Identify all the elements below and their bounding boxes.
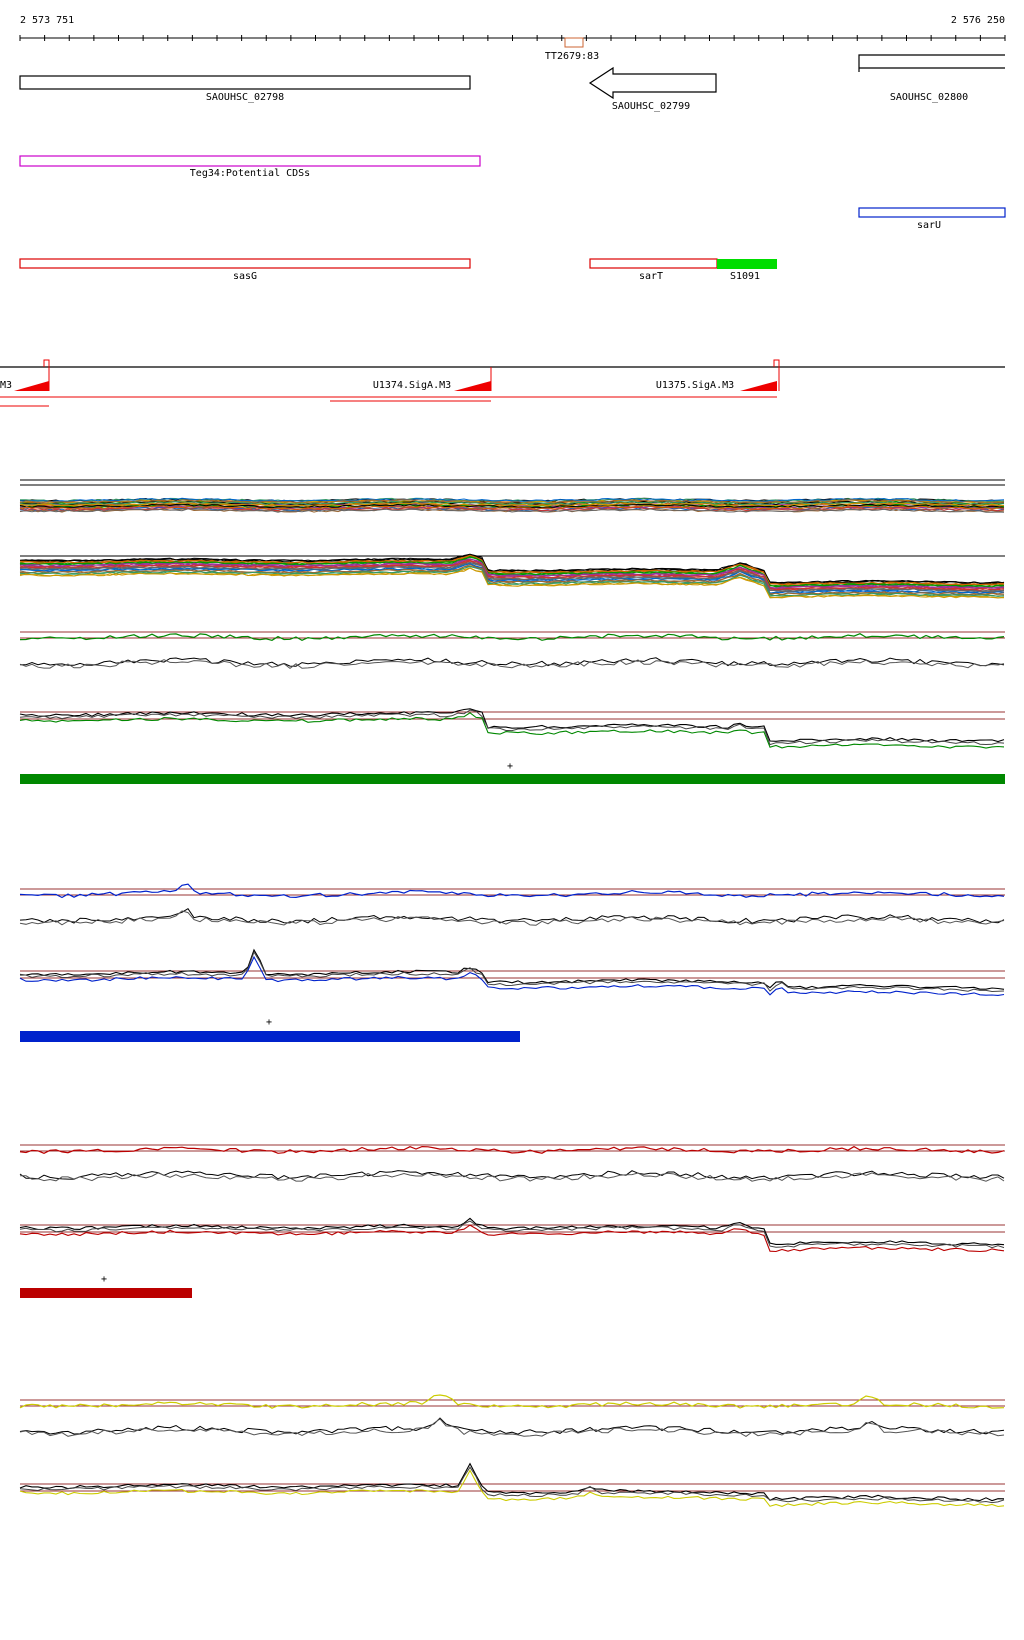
- expression-profile-line: [19, 1224, 1005, 1253]
- feature-s1091-label: S1091: [730, 271, 760, 282]
- multi-track-line: [19, 558, 1005, 589]
- expression-profile-line: [19, 708, 1005, 743]
- promoter-triangle-u1375[interactable]: [740, 381, 777, 391]
- condition-red-bar[interactable]: [20, 1288, 192, 1298]
- multi-track-line: [19, 567, 1004, 599]
- multi-track-line: [19, 508, 1005, 513]
- multi-track-line: [19, 560, 1005, 591]
- multi-track-line: [19, 497, 1005, 503]
- condition-panel-green: +: [19, 631, 1005, 784]
- expression-profile-line: [19, 659, 1005, 670]
- ruler-marker: [564, 37, 584, 48]
- expression-profile-line: [19, 1170, 1005, 1180]
- expression-profile-line: [19, 633, 1005, 641]
- expression-profile-line: [19, 709, 1005, 746]
- feature-teg34-label: Teg34:Potential CDSs: [190, 168, 310, 179]
- expression-profile-line: [20, 1172, 1005, 1182]
- multi-track-line: [19, 554, 1005, 586]
- feature-s1091[interactable]: [717, 259, 777, 269]
- multi-bottom-lines: [19, 553, 1005, 599]
- promoter-flag-u1375: [773, 359, 780, 391]
- gene-saouhsc-02798[interactable]: [19, 75, 471, 90]
- promoter-triangle-u1374[interactable]: [454, 381, 491, 391]
- expression-profile-line: [19, 1145, 1005, 1154]
- ruler-start-label: 2 573 751: [20, 15, 74, 26]
- promoter-left-label: M3: [0, 380, 12, 391]
- feature-sasg[interactable]: [19, 258, 471, 269]
- condition-green-profile-b: [19, 708, 1005, 749]
- expression-profile-line: [19, 1469, 1005, 1508]
- promoter-u1375-label: U1375.SigA.M3: [656, 380, 734, 391]
- condition-red-profile-b: [19, 1217, 1005, 1253]
- expression-profile-line: [19, 1220, 1005, 1249]
- multi-expression-track-bottom: [19, 553, 1005, 599]
- feature-sart-label: sarT: [639, 271, 663, 282]
- feature-sart[interactable]: [589, 258, 718, 269]
- feature-sasg-label: sasG: [233, 271, 257, 282]
- promoter-track: M3 U1374.SigA.M3 U1375.SigA.M3: [0, 359, 1005, 407]
- condition-red-profile-a: [19, 1144, 1005, 1182]
- condition-yellow-profile-b: [19, 1462, 1005, 1508]
- multi-track-line: [19, 558, 1005, 590]
- gene-saouhsc-02799-label: SAOUHSC_02799: [612, 101, 690, 112]
- gene-saouhsc-02798-label: SAOUHSC_02798: [206, 92, 284, 103]
- condition-yellow-profile-a: [19, 1394, 1005, 1437]
- promoter-triangle-left[interactable]: [14, 381, 49, 391]
- multi-track-line: [19, 508, 1005, 513]
- annotation-tracks: Teg34:Potential CDSs sarU sasG sarT S109…: [19, 155, 1006, 282]
- multi-track-line: [19, 503, 1005, 509]
- ruler-ticks: [19, 35, 1006, 41]
- expression-profile-line: [19, 955, 1005, 996]
- promoter-flag-left: [43, 359, 50, 391]
- expression-profile-line: [19, 1417, 1005, 1435]
- feature-saru[interactable]: [858, 207, 1006, 218]
- expression-profile-line: [19, 712, 1005, 749]
- ruler-end-label: 2 576 250: [951, 15, 1005, 26]
- feature-saru-label: sarU: [917, 220, 941, 231]
- gene-saouhsc-02799[interactable]: [588, 66, 717, 100]
- gene-saouhsc-02800[interactable]: [858, 54, 1005, 72]
- condition-panel-red: +: [19, 1144, 1005, 1298]
- promoter-u1374-label: U1374.SigA.M3: [373, 380, 451, 391]
- expression-profile-line: [19, 657, 1005, 667]
- gene-saouhsc-02800-label: SAOUHSC_02800: [890, 92, 968, 103]
- feature-teg34[interactable]: [19, 155, 481, 167]
- condition-blue-profile-a: [19, 883, 1005, 926]
- multi-track-line: [19, 500, 1005, 506]
- expression-profile-line: [19, 1418, 1005, 1437]
- multi-track-line: [19, 561, 1005, 593]
- ruler-marker-label: TT2679:83: [545, 51, 599, 62]
- multi-top-lines: [19, 497, 1005, 513]
- expression-profile-line: [19, 1394, 1005, 1409]
- multi-track-line: [19, 554, 1005, 584]
- condition-panel-yellow: [19, 1394, 1005, 1508]
- multi-expression-track-top: [19, 479, 1005, 513]
- expression-profile-line: [19, 910, 1005, 926]
- position-ruler: 2 573 751 2 576 250 TT2679:83: [19, 15, 1006, 62]
- multi-track-line: [19, 565, 1005, 596]
- condition-red-bar-label: +: [101, 1274, 107, 1285]
- multi-track-line: [19, 505, 1004, 510]
- multi-track-line: [19, 565, 1005, 597]
- genes-track: SAOUHSC_02798 SAOUHSC_02799 SAOUHSC_0280…: [19, 54, 1005, 112]
- condition-panel-blue: +: [19, 883, 1005, 1042]
- condition-blue-bar-label: +: [266, 1017, 272, 1028]
- expression-profile-line: [19, 883, 1005, 899]
- condition-green-bar-label: +: [507, 761, 513, 772]
- expression-profile-line: [19, 950, 1005, 993]
- condition-blue-profile-b: [19, 948, 1005, 996]
- condition-green-profile-a: [19, 631, 1005, 670]
- multi-track-line: [19, 499, 1005, 504]
- expression-profile-line: [19, 1466, 1005, 1504]
- expression-profile-line: [19, 948, 1005, 990]
- expression-profile-line: [19, 1217, 1005, 1246]
- condition-blue-bar[interactable]: [20, 1031, 520, 1042]
- condition-green-bar[interactable]: [20, 774, 1005, 784]
